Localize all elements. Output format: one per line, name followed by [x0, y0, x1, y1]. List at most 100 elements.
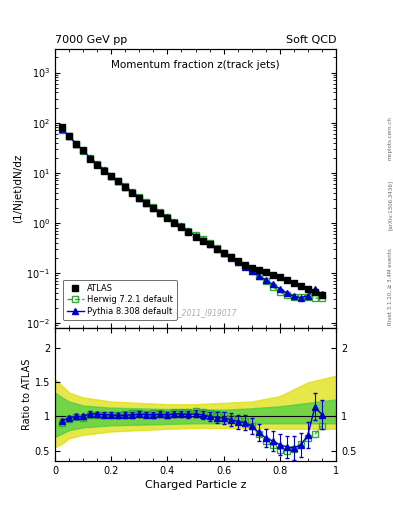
- Herwig 7.2.1 default: [207, 240, 212, 246]
- Pythia 8.308 default: [221, 250, 226, 257]
- ATLAS: [207, 241, 212, 247]
- ATLAS: [250, 265, 254, 271]
- Pythia 8.308 default: [250, 268, 254, 274]
- Herwig 7.2.1 default: [242, 263, 247, 269]
- Pythia 8.308 default: [137, 195, 142, 201]
- ATLAS: [270, 272, 275, 278]
- Pythia 8.308 default: [95, 161, 99, 167]
- Herwig 7.2.1 default: [81, 147, 86, 154]
- Pythia 8.308 default: [306, 293, 310, 299]
- Text: ATLAS_2011_I919017: ATLAS_2011_I919017: [154, 308, 237, 317]
- Pythia 8.308 default: [292, 293, 296, 300]
- ATLAS: [193, 233, 198, 240]
- Pythia 8.308 default: [116, 178, 121, 184]
- Pythia 8.308 default: [165, 215, 170, 221]
- Pythia 8.308 default: [207, 241, 212, 247]
- Pythia 8.308 default: [186, 228, 191, 234]
- ATLAS: [74, 141, 79, 147]
- Herwig 7.2.1 default: [123, 183, 128, 189]
- Herwig 7.2.1 default: [67, 133, 72, 139]
- ATLAS: [277, 274, 282, 280]
- Herwig 7.2.1 default: [172, 219, 177, 225]
- Pythia 8.308 default: [123, 183, 128, 189]
- Text: Momentum fraction z(track jets): Momentum fraction z(track jets): [111, 60, 280, 70]
- Herwig 7.2.1 default: [285, 292, 289, 298]
- Herwig 7.2.1 default: [144, 199, 149, 205]
- ATLAS: [285, 277, 289, 283]
- Text: [arXiv:1306.3436]: [arXiv:1306.3436]: [388, 180, 393, 230]
- Herwig 7.2.1 default: [228, 254, 233, 261]
- Line: ATLAS: ATLAS: [59, 124, 325, 297]
- Text: Rivet 3.1.10, ≥ 3.4M events: Rivet 3.1.10, ≥ 3.4M events: [388, 248, 393, 325]
- Pythia 8.308 default: [179, 223, 184, 229]
- Text: Soft QCD: Soft QCD: [286, 35, 336, 45]
- ATLAS: [186, 229, 191, 235]
- Pythia 8.308 default: [214, 246, 219, 252]
- Herwig 7.2.1 default: [277, 289, 282, 295]
- Herwig 7.2.1 default: [151, 204, 156, 210]
- Line: Herwig 7.2.1 default: Herwig 7.2.1 default: [59, 126, 325, 302]
- Herwig 7.2.1 default: [193, 232, 198, 238]
- Text: 7000 GeV pp: 7000 GeV pp: [55, 35, 127, 45]
- Herwig 7.2.1 default: [95, 161, 99, 167]
- ATLAS: [60, 124, 64, 131]
- ATLAS: [144, 200, 149, 206]
- Herwig 7.2.1 default: [270, 284, 275, 290]
- Pythia 8.308 default: [172, 219, 177, 225]
- ATLAS: [67, 133, 72, 139]
- ATLAS: [95, 162, 99, 168]
- ATLAS: [165, 215, 170, 221]
- ATLAS: [137, 195, 142, 201]
- Pythia 8.308 default: [151, 205, 156, 211]
- Herwig 7.2.1 default: [88, 155, 92, 161]
- ATLAS: [102, 167, 107, 174]
- Herwig 7.2.1 default: [74, 141, 79, 147]
- Legend: ATLAS, Herwig 7.2.1 default, Pythia 8.308 default: ATLAS, Herwig 7.2.1 default, Pythia 8.30…: [63, 280, 177, 320]
- Herwig 7.2.1 default: [235, 259, 240, 265]
- Herwig 7.2.1 default: [214, 245, 219, 251]
- ATLAS: [88, 156, 92, 162]
- ATLAS: [221, 250, 226, 256]
- Herwig 7.2.1 default: [299, 294, 303, 300]
- Herwig 7.2.1 default: [179, 223, 184, 229]
- Herwig 7.2.1 default: [292, 294, 296, 300]
- Herwig 7.2.1 default: [250, 268, 254, 274]
- ATLAS: [116, 178, 121, 184]
- Pythia 8.308 default: [74, 141, 79, 147]
- ATLAS: [123, 184, 128, 190]
- ATLAS: [214, 246, 219, 252]
- Pythia 8.308 default: [109, 173, 114, 179]
- Pythia 8.308 default: [200, 237, 205, 243]
- Herwig 7.2.1 default: [116, 178, 121, 184]
- Pythia 8.308 default: [130, 189, 135, 195]
- Pythia 8.308 default: [144, 200, 149, 206]
- Pythia 8.308 default: [102, 167, 107, 173]
- ATLAS: [109, 173, 114, 179]
- Pythia 8.308 default: [277, 286, 282, 292]
- X-axis label: Charged Particle z: Charged Particle z: [145, 480, 246, 490]
- Pythia 8.308 default: [320, 291, 324, 297]
- Herwig 7.2.1 default: [320, 294, 324, 301]
- Herwig 7.2.1 default: [263, 278, 268, 284]
- Pythia 8.308 default: [242, 264, 247, 270]
- ATLAS: [228, 253, 233, 260]
- ATLAS: [200, 238, 205, 244]
- ATLAS: [151, 205, 156, 211]
- ATLAS: [130, 189, 135, 196]
- Herwig 7.2.1 default: [137, 194, 142, 200]
- ATLAS: [292, 280, 296, 286]
- Herwig 7.2.1 default: [200, 236, 205, 242]
- ATLAS: [256, 267, 261, 273]
- Pythia 8.308 default: [270, 281, 275, 287]
- ATLAS: [81, 147, 86, 154]
- Herwig 7.2.1 default: [221, 249, 226, 255]
- ATLAS: [312, 289, 317, 295]
- ATLAS: [263, 269, 268, 275]
- Pythia 8.308 default: [235, 260, 240, 266]
- Pythia 8.308 default: [228, 255, 233, 261]
- ATLAS: [320, 291, 324, 297]
- Pythia 8.308 default: [299, 294, 303, 301]
- ATLAS: [235, 258, 240, 264]
- ATLAS: [299, 283, 303, 289]
- Herwig 7.2.1 default: [306, 294, 310, 300]
